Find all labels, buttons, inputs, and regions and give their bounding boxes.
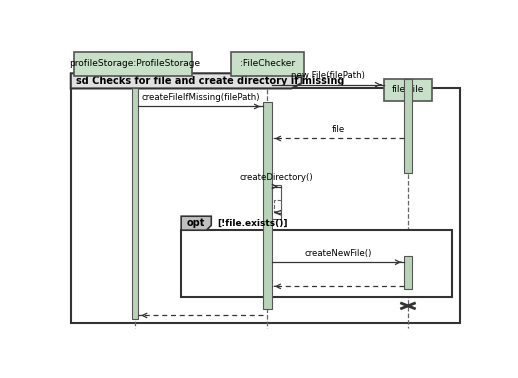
- Text: createFileIfMissing(filePath): createFileIfMissing(filePath): [141, 93, 260, 102]
- Text: sd Checks for file and create directory if missing: sd Checks for file and create directory …: [76, 76, 344, 85]
- Text: profileStorage:ProfileStorage: profileStorage:ProfileStorage: [69, 59, 200, 68]
- Text: file:File: file:File: [392, 85, 424, 94]
- Bar: [404, 79, 412, 174]
- Bar: [274, 200, 281, 211]
- Bar: [272, 185, 281, 218]
- Bar: [181, 230, 452, 297]
- Bar: [263, 102, 272, 309]
- Text: :FileChecker: :FileChecker: [240, 59, 295, 68]
- Polygon shape: [181, 216, 211, 230]
- Text: new File(filePath): new File(filePath): [291, 71, 365, 80]
- Text: [!file.exists()]: [!file.exists()]: [218, 218, 288, 228]
- Polygon shape: [71, 73, 301, 88]
- Bar: [132, 88, 138, 319]
- Text: opt: opt: [187, 218, 206, 228]
- Bar: [74, 52, 192, 76]
- Bar: [404, 256, 412, 289]
- Text: createNewFile(): createNewFile(): [304, 249, 371, 257]
- Text: file: file: [332, 125, 344, 134]
- Bar: [71, 88, 460, 323]
- Text: createDirectory(): createDirectory(): [239, 173, 313, 182]
- Bar: [232, 52, 304, 76]
- Bar: [384, 79, 432, 101]
